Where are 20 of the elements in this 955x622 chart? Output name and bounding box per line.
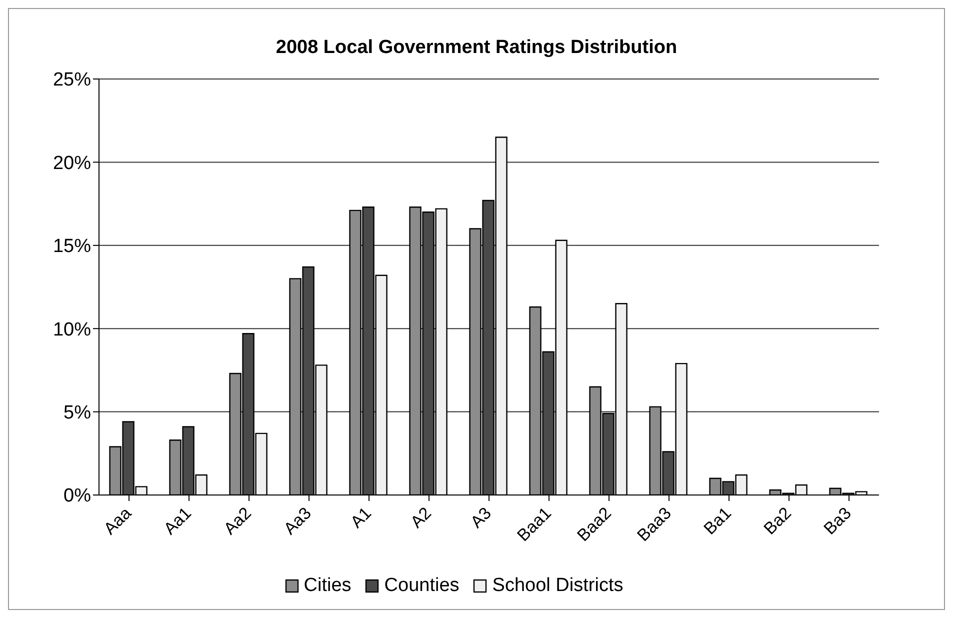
x-tick-label: A1 (346, 504, 375, 532)
legend-label: School Districts (492, 575, 624, 597)
y-tick-label: 10% (52, 319, 92, 340)
y-tick-label: 20% (52, 152, 92, 174)
x-tick-label: Ba1 (700, 504, 735, 538)
x-tick-label: Ba3 (820, 504, 855, 538)
legend-label: Cities (304, 575, 352, 597)
x-tick-label: Ba2 (760, 504, 795, 538)
x-tick-label: Aa3 (280, 504, 315, 538)
chart-title: 2008 Local Government Ratings Distribution (274, 37, 678, 60)
x-tick-label: Aaa (100, 503, 136, 538)
x-tick-label: Aa2 (220, 504, 255, 538)
y-tick-label: 0% (64, 486, 92, 507)
x-tick-label: Aa1 (160, 504, 195, 538)
y-tick-label: 25% (52, 70, 92, 91)
x-tick-label: A3 (466, 504, 495, 532)
y-tick-label: 5% (64, 402, 92, 424)
y-tick-label: 15% (52, 236, 92, 258)
legend-label: Counties (384, 575, 460, 597)
x-tick-label: A2 (406, 504, 435, 532)
